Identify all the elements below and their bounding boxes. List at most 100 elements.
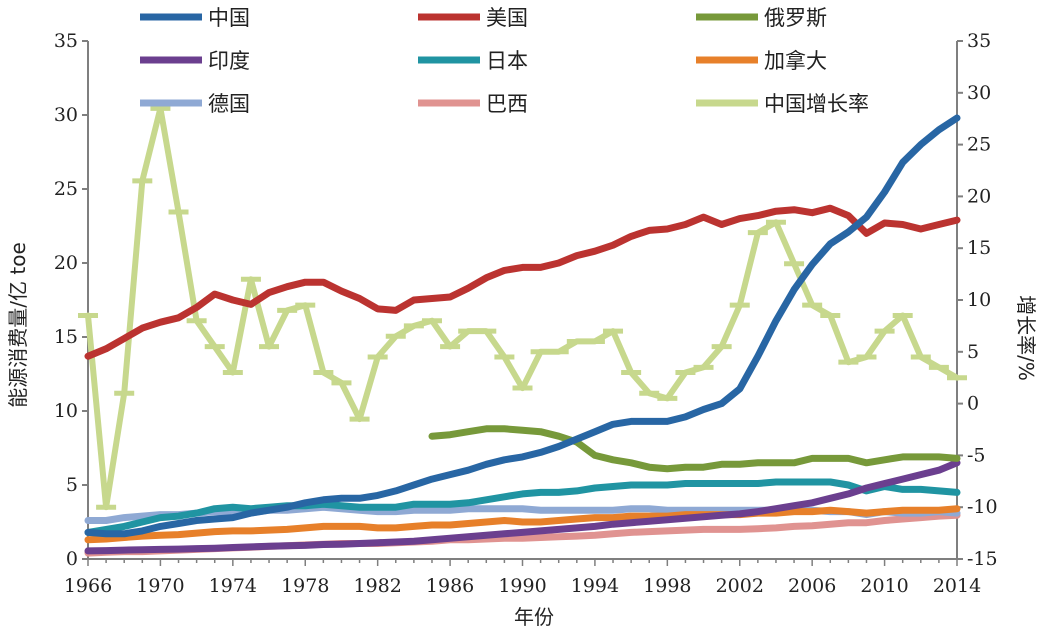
data-point	[286, 528, 288, 530]
series-俄罗斯	[428, 425, 961, 473]
data-point	[105, 538, 107, 540]
data-point	[847, 484, 849, 486]
data-point	[377, 506, 379, 508]
data-point	[938, 224, 940, 226]
data-point	[558, 520, 560, 522]
series-日本	[84, 478, 961, 536]
data-point	[304, 527, 306, 529]
data-point	[829, 243, 831, 245]
data-point	[721, 483, 723, 485]
data-point	[594, 509, 596, 511]
data-point	[576, 255, 578, 257]
y-right-tick-label: 35	[967, 30, 991, 52]
data-point	[847, 215, 849, 217]
data-point	[902, 509, 904, 511]
data-point	[721, 528, 723, 530]
data-point	[757, 215, 759, 217]
data-point	[703, 483, 705, 485]
data-point	[594, 534, 596, 536]
x-tick-label: 1998	[643, 575, 691, 597]
data-point	[377, 308, 379, 310]
data-point	[703, 216, 705, 218]
y-left-tick-label: 30	[54, 104, 78, 126]
data-point	[793, 462, 795, 464]
data-point	[558, 528, 560, 530]
data-point	[630, 462, 632, 464]
data-point	[214, 508, 216, 510]
data-point	[141, 521, 143, 523]
data-point	[757, 355, 759, 357]
data-point	[322, 281, 324, 283]
data-point	[196, 532, 198, 534]
legend-label: 美国	[486, 6, 528, 30]
data-point	[594, 487, 596, 489]
data-point	[359, 497, 361, 499]
data-point	[956, 457, 958, 459]
data-point	[467, 508, 469, 510]
data-point	[232, 299, 234, 301]
data-point	[87, 355, 89, 357]
y-right-tick-label: -5	[967, 444, 986, 466]
data-point	[793, 209, 795, 211]
data-point	[594, 517, 596, 519]
data-point	[123, 337, 125, 339]
data-point	[522, 493, 524, 495]
y-right-tick-label: 15	[967, 237, 991, 259]
data-point	[503, 269, 505, 271]
legend-item: 俄罗斯	[696, 6, 827, 30]
data-point	[286, 545, 288, 547]
data-point	[884, 511, 886, 513]
data-point	[612, 509, 614, 511]
data-point	[123, 517, 125, 519]
data-point	[105, 528, 107, 530]
data-point	[485, 521, 487, 523]
data-point	[449, 537, 451, 539]
y-right-tick-label: 25	[967, 134, 991, 156]
data-point	[250, 303, 252, 305]
y-axis-left-title: 能源消费量/亿 toe	[6, 242, 30, 407]
data-point	[540, 451, 542, 453]
data-point	[721, 224, 723, 226]
data-point	[811, 502, 813, 504]
series-line	[84, 114, 961, 538]
x-tick-label: 2002	[716, 575, 764, 597]
data-point	[87, 539, 89, 541]
data-point	[178, 522, 180, 524]
x-tick-label: 1990	[498, 575, 546, 597]
data-point	[865, 232, 867, 234]
data-point	[847, 522, 849, 524]
data-point	[630, 508, 632, 510]
data-point	[359, 506, 361, 508]
data-point	[703, 528, 705, 530]
data-point	[865, 512, 867, 514]
data-point	[467, 287, 469, 289]
data-point	[322, 499, 324, 501]
data-point	[630, 522, 632, 524]
data-point	[576, 535, 578, 537]
x-tick-label: 2014	[933, 575, 981, 597]
data-point	[684, 483, 686, 485]
data-point	[666, 468, 668, 470]
data-point	[178, 548, 180, 550]
y-right-tick-label: 0	[967, 393, 979, 415]
data-point	[739, 513, 741, 515]
series-中国增长率	[78, 105, 967, 511]
data-point	[666, 509, 668, 511]
data-point	[141, 535, 143, 537]
data-point	[666, 530, 668, 532]
data-point	[105, 520, 107, 522]
data-point	[847, 511, 849, 513]
data-point	[540, 537, 542, 539]
data-point	[431, 435, 433, 437]
series-line	[84, 478, 961, 536]
data-point	[540, 521, 542, 523]
data-point	[739, 528, 741, 530]
series-line	[84, 459, 961, 555]
data-point	[123, 549, 125, 551]
data-point	[956, 219, 958, 221]
data-point	[377, 542, 379, 544]
data-point	[902, 518, 904, 520]
data-point	[413, 299, 415, 301]
